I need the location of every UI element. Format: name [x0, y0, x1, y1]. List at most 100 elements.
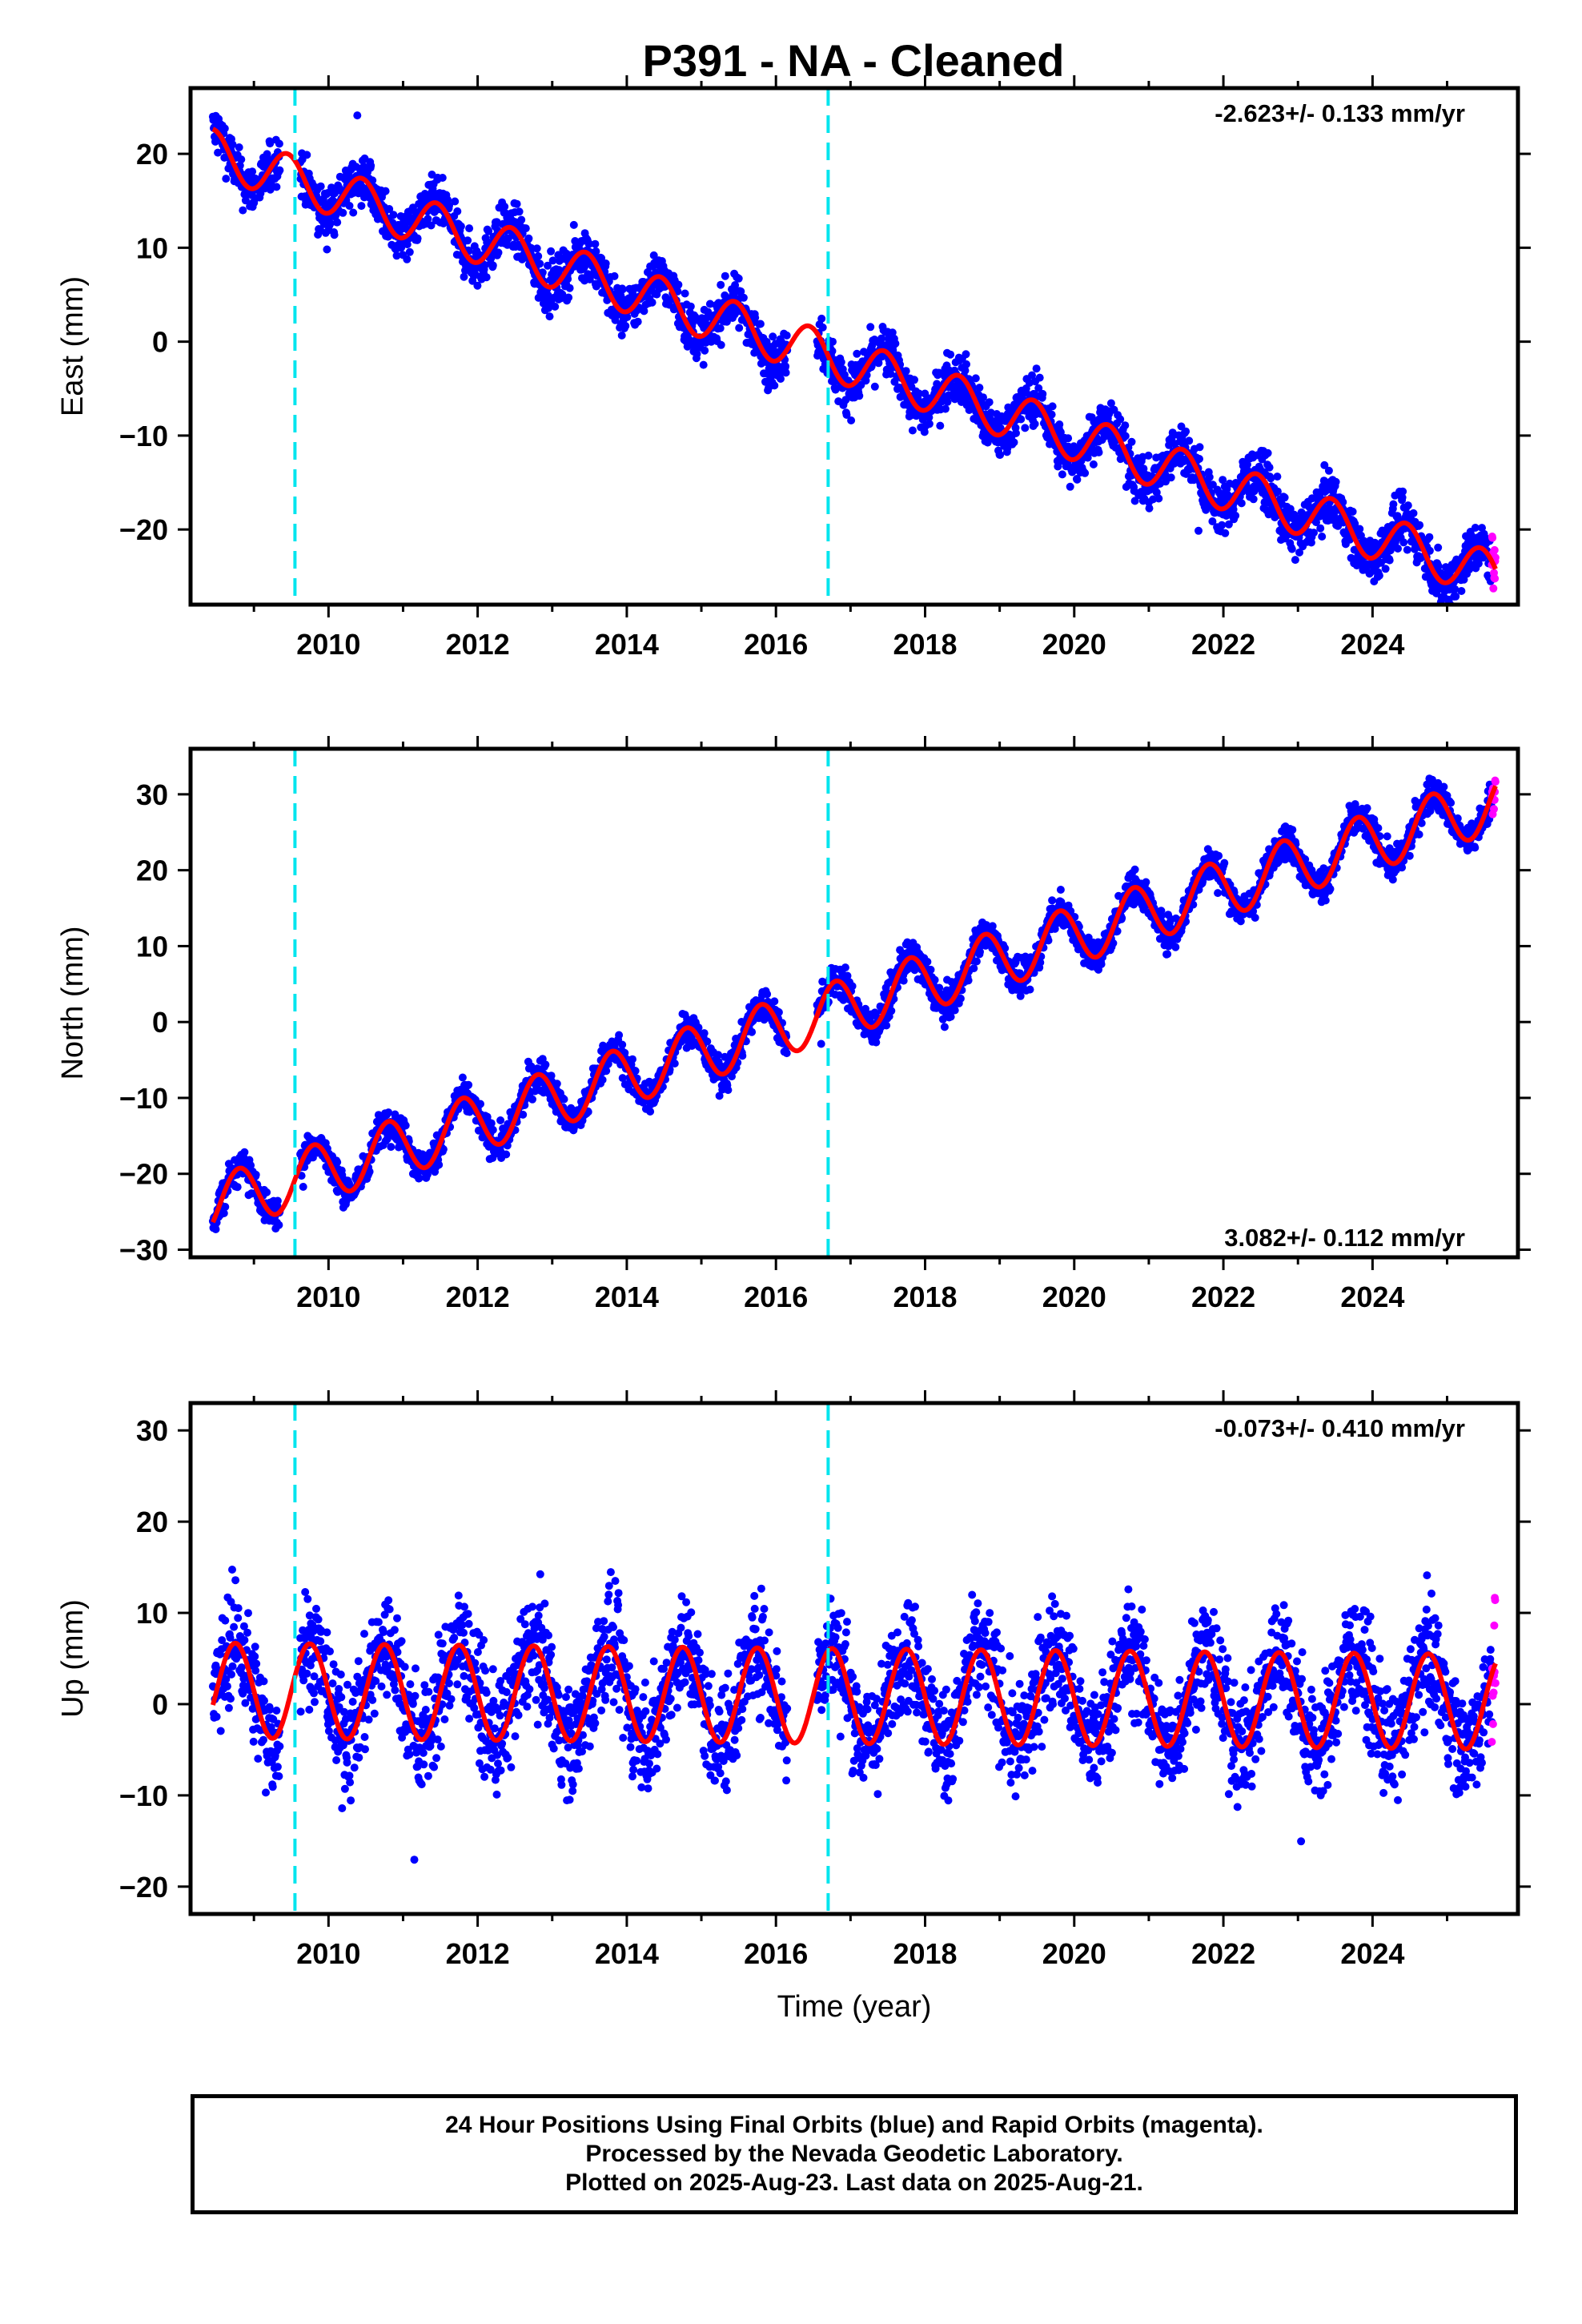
data-point [1208, 517, 1217, 525]
data-point [770, 381, 779, 390]
y-tick-label: −10 [119, 420, 168, 452]
data-point [872, 1038, 881, 1047]
data-point [1152, 488, 1161, 497]
data-point [552, 1080, 561, 1088]
data-point [1048, 402, 1057, 411]
data-point [618, 285, 627, 294]
data-point [584, 239, 593, 248]
data-point [738, 1051, 747, 1060]
data-point [1064, 434, 1073, 443]
data-point [734, 274, 743, 283]
data-point [1375, 571, 1383, 580]
data-point [923, 958, 932, 966]
data-point [1394, 545, 1402, 553]
data-point [247, 1161, 255, 1170]
data-point [946, 1012, 955, 1021]
data-point [476, 1100, 484, 1108]
panel-0: 2010 2012 2014 2016 2018 2020 2022 2024−20−1001… [56, 75, 1531, 661]
data-point [972, 957, 981, 966]
data-point [299, 1183, 307, 1191]
data-point [770, 997, 779, 1006]
data-point [908, 426, 917, 435]
data-point [427, 221, 436, 230]
data-point [926, 965, 935, 974]
data-point [621, 322, 630, 330]
data-point [1348, 507, 1357, 516]
data-point [1016, 991, 1025, 1000]
data-point [971, 374, 980, 383]
data-point [357, 202, 366, 211]
data-point [1434, 543, 1443, 552]
data-point [385, 205, 394, 213]
rapid-point [1489, 584, 1498, 593]
data-point [842, 411, 851, 419]
data-point [985, 398, 994, 407]
data-point [339, 208, 347, 217]
data-point [735, 324, 744, 332]
data-point [381, 187, 390, 195]
data-point [528, 1095, 536, 1104]
data-point [1231, 511, 1240, 520]
data-point [992, 416, 1001, 425]
data-point [488, 261, 497, 270]
data-point [435, 1160, 444, 1169]
data-point [494, 248, 503, 257]
data-point [1273, 472, 1282, 481]
data-point [756, 320, 765, 328]
data-point [618, 1074, 627, 1083]
data-point [1083, 453, 1092, 462]
data-point [551, 302, 560, 311]
panel-1: 2010 2012 2014 2016 2018 2020 2022 2024−30−20−1… [56, 736, 1531, 1313]
data-point [323, 245, 331, 254]
data-point [681, 289, 689, 298]
data-point [1409, 509, 1418, 517]
data-point [251, 1170, 260, 1179]
data-point [866, 323, 875, 332]
data-point [1425, 533, 1434, 541]
data-point [674, 280, 683, 289]
data-point [716, 324, 725, 332]
data-point [487, 1119, 496, 1128]
data-point [1081, 468, 1090, 477]
data-point [1182, 427, 1191, 436]
data-point [389, 211, 398, 219]
data-point [781, 362, 790, 371]
data-point [581, 261, 590, 270]
data-point [275, 166, 284, 175]
data-point [453, 207, 462, 215]
data-point [891, 340, 900, 348]
data-point [263, 1188, 271, 1196]
data-point [828, 347, 837, 356]
rapid-point [1488, 533, 1497, 542]
data-point [1381, 565, 1390, 573]
data-point [1130, 497, 1139, 505]
data-point [1263, 448, 1272, 457]
data-point [623, 313, 632, 321]
data-point [1219, 476, 1227, 485]
data-point [1265, 463, 1274, 472]
data-point [703, 1037, 712, 1046]
data-point [1471, 524, 1480, 532]
x-tick-label: 2022 [1191, 628, 1255, 661]
data-point [724, 1086, 733, 1095]
data-point [353, 111, 362, 120]
data-point [367, 161, 375, 170]
data-point [943, 397, 952, 406]
data-point [303, 151, 311, 159]
data-point [699, 360, 708, 369]
data-point [938, 1015, 947, 1023]
data-point [222, 175, 231, 183]
data-point [646, 1108, 655, 1116]
data-point [524, 234, 533, 243]
data-point [899, 976, 908, 985]
data-point [1166, 473, 1175, 482]
data-point [1055, 420, 1064, 428]
data-point [751, 313, 760, 322]
plot-area [208, 774, 1500, 1233]
data-point [392, 251, 401, 260]
data-point [1036, 958, 1045, 967]
data-point [239, 206, 247, 215]
data-point [592, 247, 600, 255]
data-point [975, 384, 984, 392]
data-point [1034, 384, 1043, 392]
